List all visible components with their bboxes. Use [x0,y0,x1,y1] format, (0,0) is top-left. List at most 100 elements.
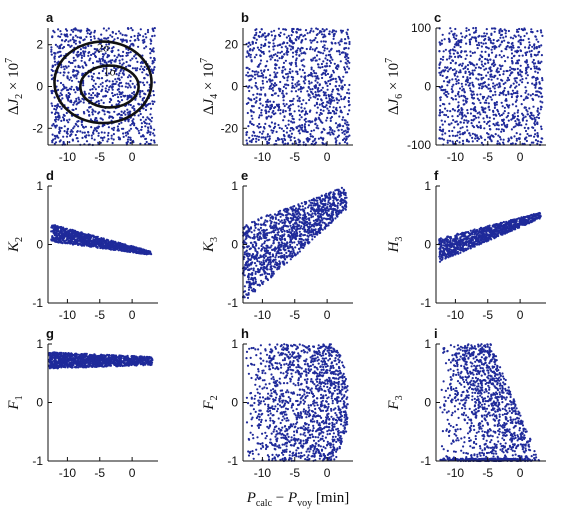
scatter-point [85,29,88,32]
scatter-point [447,37,450,40]
scatter-point [288,109,291,112]
scatter-point [487,102,490,105]
scatter-point [511,103,514,106]
scatter-point [53,226,57,229]
scatter-point [326,72,330,76]
scatter-point [260,111,263,114]
scatter-point [347,88,350,91]
scatter-point [290,132,293,135]
scatter-point [144,32,147,36]
scatter-point [277,255,280,259]
scatter-point [100,99,103,102]
scatter-point [501,79,504,82]
scatter-point [74,42,77,45]
scatter-point [284,124,287,127]
scatter-point [137,102,140,105]
scatter-point [539,29,543,32]
scatter-point [290,34,293,37]
scatter-point [291,78,294,81]
scatter-point [65,119,69,122]
scatter-point [346,60,349,63]
scatter-point [258,48,261,51]
scatter-point [496,142,499,145]
scatter-point [76,130,79,133]
scatter-point [338,50,341,53]
scatter-point [50,111,54,114]
scatter-point [68,141,71,144]
scatter-point [71,61,74,65]
scatter-point [131,67,134,70]
scatter-point [258,106,261,110]
scatter-point [332,77,335,80]
scatter-point [441,89,444,92]
scatter-point [528,115,532,118]
scatter-point [491,94,495,97]
scatter-point [448,50,451,53]
scatter-point [111,80,114,83]
scatter-point [64,230,67,233]
scatter-point [476,43,479,47]
scatter-point [81,65,84,68]
scatter-point [343,66,346,69]
scatter-point [329,133,332,136]
y-tick-label: 0 [36,238,43,252]
scatter-point [331,88,335,91]
scatter-point [264,42,267,46]
scatter-point [282,129,285,133]
scatter-point [523,28,527,31]
scatter-point [141,71,144,74]
scatter-point [507,119,510,122]
scatter-point [530,112,533,115]
scatter-point [326,107,329,110]
scatter-point [299,126,302,129]
scatter-point [301,64,304,67]
scatter-point [125,51,128,55]
scatter-point [84,240,87,244]
scatter-point [307,206,310,209]
scatter-point [141,90,144,93]
scatter-point [111,35,114,38]
scatter-point [328,50,331,53]
scatter-point [282,61,286,64]
scatter-point [150,116,154,119]
scatter-point [534,133,537,136]
scatter-point [114,248,117,251]
scatter-point [92,239,95,242]
scatter-point [93,127,96,130]
scatter-point [300,106,303,109]
scatter-point [279,234,282,238]
scatter-point [255,31,258,34]
scatter-point [462,75,465,78]
scatter-point [112,94,115,97]
scatter-point [502,36,505,39]
scatter-point [94,51,97,54]
scatter-point [124,131,127,134]
scatter-point [480,136,483,139]
scatter-point [306,234,309,237]
scatter-point [122,73,125,76]
scatter-point [97,102,101,105]
scatter-point [511,93,514,96]
scatter-point [448,79,451,82]
scatter-point [62,118,66,121]
scatter-point [487,95,490,98]
scatter-point [58,140,61,143]
scatter-point [128,111,131,114]
scatter-point [479,82,482,85]
scatter-point [488,136,492,140]
scatter-point [92,84,95,87]
x-tick-label: 0 [129,308,136,322]
scatter-point [521,54,524,57]
scatter-point [524,72,528,75]
scatter-point [112,128,115,132]
scatter-point [502,138,505,141]
scatter-point [60,235,63,239]
scatter-point [152,94,155,97]
scatter-point [444,69,447,72]
scatter-point [335,139,338,142]
scatter-point [117,249,120,252]
scatter-point [291,85,294,89]
scatter-point [274,256,277,259]
scatter-point [534,35,537,38]
scatter-point [274,35,277,38]
